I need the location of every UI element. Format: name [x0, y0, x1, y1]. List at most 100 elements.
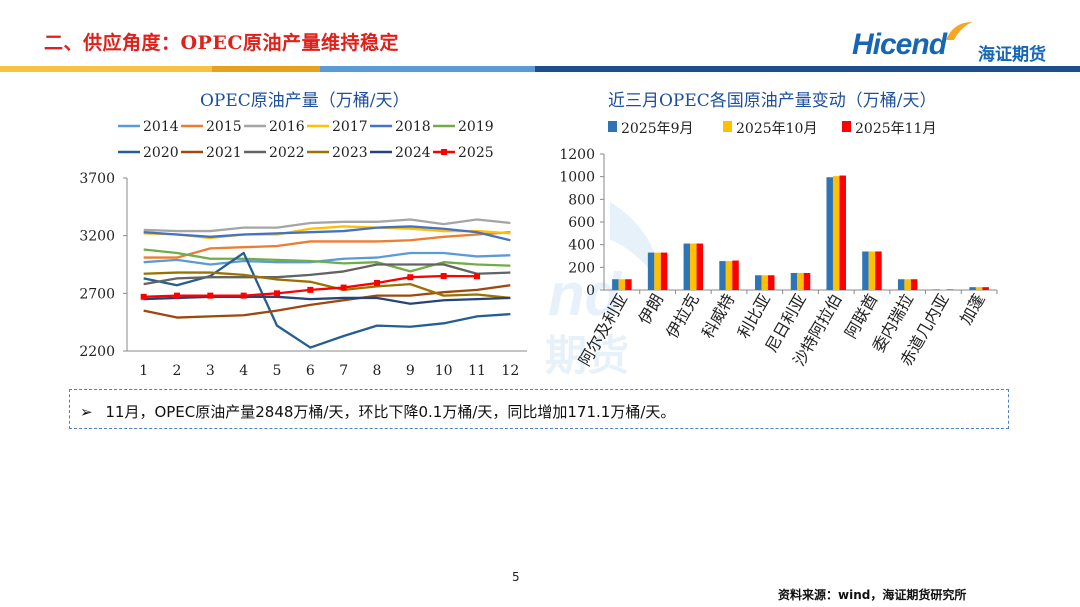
bar-科威特-1 [725, 261, 733, 290]
x-tick-label: 9 [406, 363, 415, 379]
legend-label: 2025年9月 [621, 121, 694, 137]
svg-text:期货: 期货 [545, 331, 629, 380]
line-chart-title: OPEC原油产量（万桶/天） [200, 91, 410, 111]
header-stripe-4 [535, 66, 1080, 72]
summary-text-line: ➢ 11月，OPEC原油产量2848万桶/天，环比下降0.1万桶/天，同比增加1… [80, 401, 675, 422]
bar-尼日利亚-0 [790, 273, 798, 290]
data-point-2025 [340, 284, 347, 291]
bar-沙特阿拉伯-1 [832, 176, 840, 290]
summary-bullet: ➢ [80, 403, 93, 421]
header-stripe-1 [0, 66, 212, 72]
data-point-2025 [307, 286, 314, 293]
data-point-2025 [240, 292, 247, 299]
legend-item-2: 2025年11月 [842, 121, 936, 137]
legend-item-2015: 2015 [181, 119, 242, 135]
logo-sail-icon [946, 22, 972, 40]
y-tick-label: 3700 [79, 171, 115, 187]
x-tick-label: 8 [373, 363, 382, 379]
legend-item-2014: 2014 [118, 119, 179, 135]
data-point-2025 [440, 273, 447, 280]
y-tick-label: 200 [568, 260, 595, 276]
bar-阿联酋-0 [862, 251, 869, 290]
bar-加蓬-2 [982, 287, 989, 290]
legend-item-2022: 2022 [244, 145, 305, 161]
legend-label: 2022 [269, 145, 305, 161]
header-stripe-3 [320, 66, 535, 72]
data-point-2025 [274, 290, 280, 297]
bar-阿尔及利亚-1 [618, 279, 626, 290]
series-line-2015 [143, 231, 511, 259]
legend-label: 2019 [458, 119, 494, 135]
x-tick-label: 10 [435, 363, 453, 379]
y-tick-label: 0 [586, 283, 595, 299]
x-tick-label: 11 [468, 363, 486, 379]
bar-赤道几内亚-0 [933, 289, 941, 290]
bar-科威特-0 [719, 261, 726, 290]
legend-item-0: 2025年9月 [608, 121, 694, 137]
legend-label: 2021 [206, 145, 242, 161]
y-tick-label: 3200 [79, 229, 115, 245]
legend-label: 2018 [395, 119, 431, 135]
legend-label: 2023 [332, 145, 368, 161]
bar-阿尔及利亚-0 [612, 279, 619, 290]
data-source: 资料来源：wind，海证期货研究所 [778, 588, 967, 602]
x-tick-label: 5 [273, 363, 282, 379]
legend-label: 2024 [395, 145, 431, 161]
series-line-2024 [143, 295, 511, 305]
bar-赤道几内亚-2 [946, 289, 954, 290]
series-line-2021 [143, 284, 511, 319]
svg-text:nd: nd [548, 261, 623, 328]
x-tick-label: 1 [139, 363, 148, 379]
bar-伊拉克-1 [690, 243, 697, 290]
x-tick-label: 3 [206, 363, 215, 379]
y-tick-label: 1000 [559, 170, 595, 186]
bar-阿尔及利亚-2 [625, 279, 632, 290]
bar-科威特-2 [732, 260, 739, 290]
bar-阿联酋-2 [875, 251, 882, 290]
legend-label: 2016 [269, 119, 305, 135]
x-category-label: 伊朗 [635, 291, 667, 328]
logo-chinese-name: 海证期货 [978, 45, 1046, 65]
y-tick-label: 800 [568, 192, 595, 208]
data-point-2025 [140, 293, 147, 300]
y-tick-label: 2200 [79, 344, 115, 360]
series-line-2023 [143, 271, 511, 300]
x-category-label: 科威特 [698, 291, 738, 342]
company-logo: Hicend 海证期货 [852, 22, 1046, 68]
bar-沙特阿拉伯-2 [839, 175, 846, 290]
y-tick-label: 600 [568, 215, 595, 231]
bar-chart-title: 近三月OPEC各国原油产量变动（万桶/天） [608, 91, 937, 111]
legend-label: 2025 [458, 145, 494, 161]
x-category-label: 加蓬 [956, 291, 988, 328]
legend-label: 2015 [206, 119, 242, 135]
summary-box: ➢ 11月，OPEC原油产量2848万桶/天，环比下降0.1万桶/天，同比增加1… [69, 389, 1009, 429]
legend-item-2023: 2023 [307, 145, 368, 161]
x-category-label: 伊拉克 [662, 291, 702, 342]
bar-委内瑞拉-0 [897, 279, 905, 290]
x-tick-label: 7 [339, 363, 348, 379]
legend-item-2017: 2017 [307, 119, 368, 135]
data-point-2025 [374, 279, 380, 286]
bar-委内瑞拉-1 [904, 279, 911, 290]
legend-label: 2025年10月 [736, 121, 817, 137]
page-title: 二、供应角度：OPEC原油产量维持稳定 [44, 32, 399, 54]
header-stripe-2 [212, 66, 320, 72]
summary-text: 11月，OPEC原油产量2848万桶/天，环比下降0.1万桶/天，同比增加171… [105, 403, 676, 421]
legend-marker [441, 149, 447, 155]
y-tick-label: 2700 [79, 286, 115, 302]
bar-加蓬-1 [975, 287, 983, 290]
bar-利比亚-0 [755, 275, 762, 290]
bar-沙特阿拉伯-0 [826, 177, 833, 290]
bar-利比亚-2 [768, 275, 775, 290]
bar-加蓬-0 [969, 287, 976, 290]
bar-利比亚-1 [761, 275, 769, 290]
x-tick-label: 4 [239, 363, 248, 379]
series-line-2016 [143, 218, 511, 233]
legend-label: 2020 [143, 145, 179, 161]
legend-item-1: 2025年10月 [723, 121, 817, 137]
legend-item-2016: 2016 [244, 119, 305, 135]
logo-wordmark: Hicend [852, 28, 947, 61]
series-line-2022 [143, 263, 511, 286]
legend-label: 2014 [143, 119, 179, 135]
legend-item-2018: 2018 [370, 119, 431, 135]
